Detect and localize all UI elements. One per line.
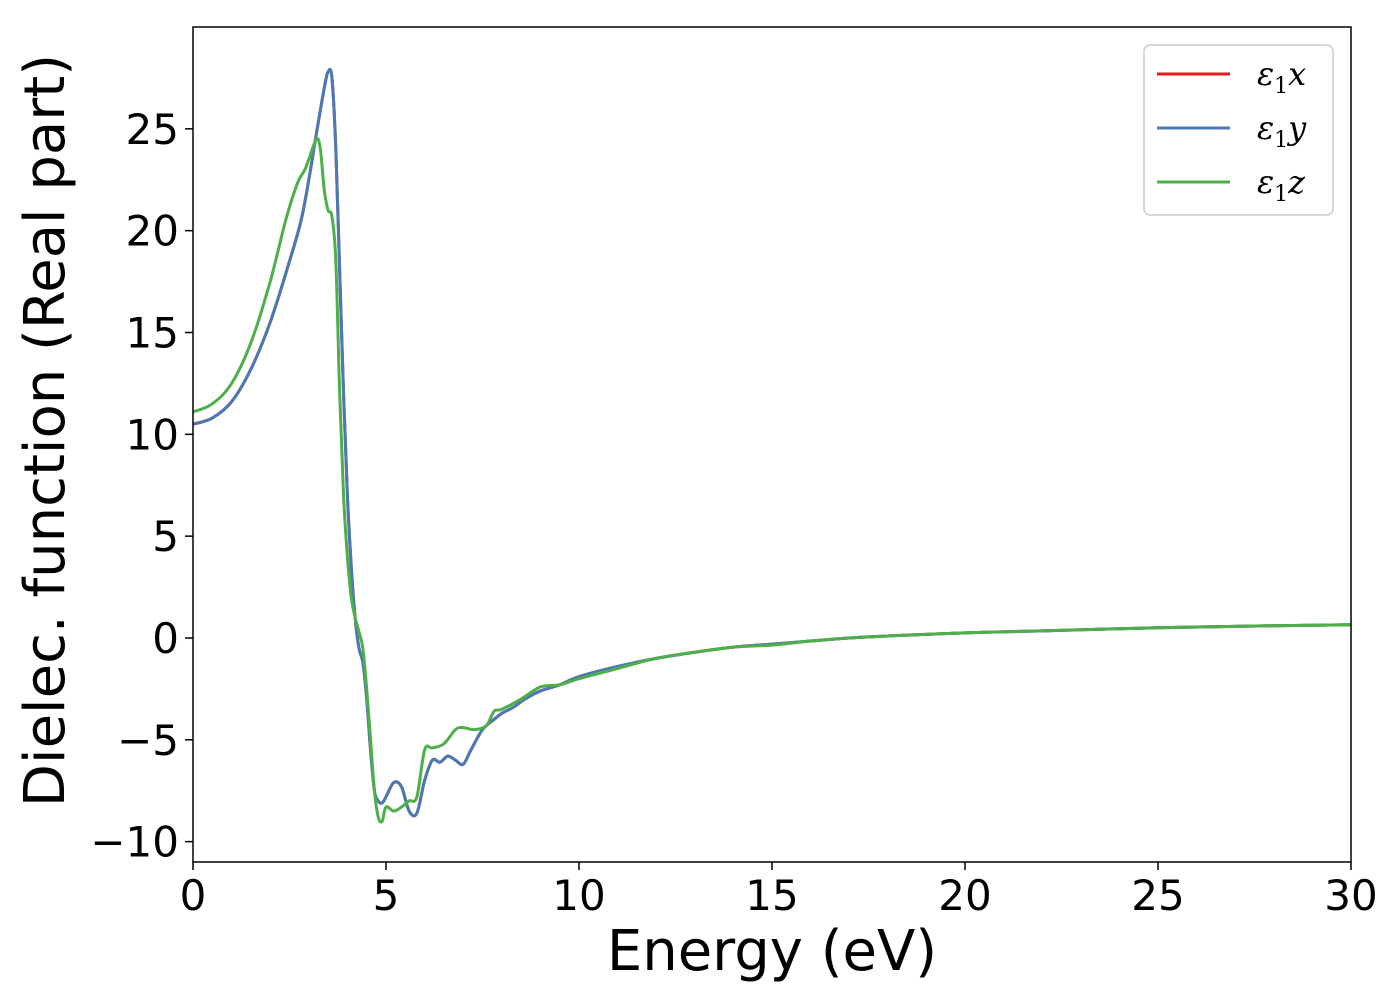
legend-label-2: ε1y: [1257, 109, 1307, 153]
legend-label-3: ε1z: [1257, 163, 1306, 207]
legend-box: [1143, 44, 1334, 216]
y-tick-label: −5: [117, 716, 179, 765]
y-axis-label: Dielec. function (Real part): [13, 54, 78, 807]
y-tick-label: 5: [152, 512, 179, 561]
x-tick-label: 20: [938, 871, 991, 920]
y-tick-label: 20: [126, 207, 179, 256]
x-tick-label: 30: [1324, 871, 1377, 920]
y-tick-label: −10: [90, 818, 179, 867]
x-tick-label: 0: [180, 871, 207, 920]
y-tick-label: 0: [152, 614, 179, 663]
series-layer: [193, 67, 1351, 824]
y-tick-label: 10: [126, 410, 179, 459]
x-tick-label: 15: [745, 871, 798, 920]
y-tick-label: 25: [126, 105, 179, 154]
ticks-layer: 0 5 10 15 20 25 30 −10 −5 0 5 10 15 20 25: [90, 105, 1377, 920]
x-axis-label: Energy (eV): [607, 919, 937, 984]
y-tick-label: 15: [126, 308, 179, 357]
legend-label-1: ε1x: [1257, 55, 1306, 99]
series-line-3: [193, 137, 1351, 824]
x-tick-label: 25: [1131, 871, 1184, 920]
x-tick-label: 10: [552, 871, 605, 920]
x-tick-label: 5: [373, 871, 400, 920]
legend: ε1x ε1y ε1z: [1143, 44, 1334, 216]
